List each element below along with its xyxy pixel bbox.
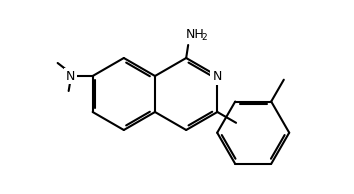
Text: NH: NH — [186, 29, 205, 42]
Text: 2: 2 — [201, 34, 207, 42]
Text: N: N — [66, 69, 75, 82]
Text: N: N — [213, 69, 222, 82]
